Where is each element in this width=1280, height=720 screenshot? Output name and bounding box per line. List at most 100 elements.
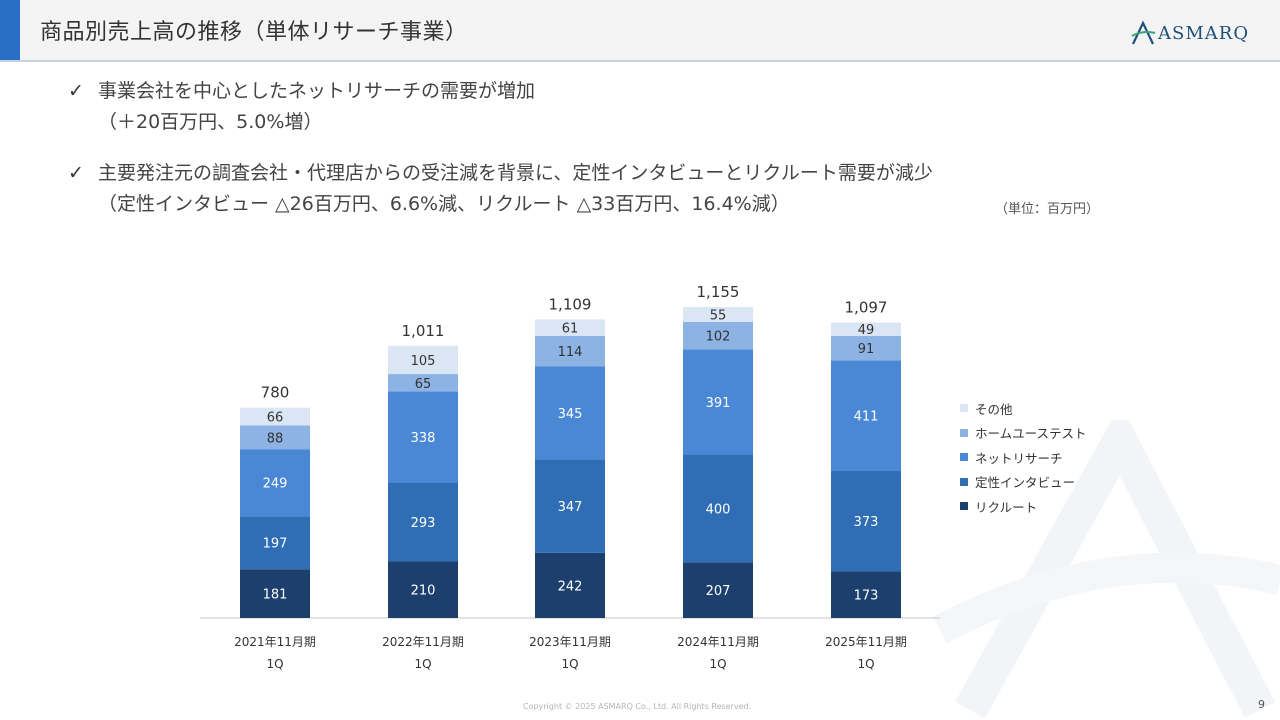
data-label: 66 [267, 411, 284, 426]
bar-segment-5-1 [240, 407, 310, 426]
data-label: 210 [411, 584, 436, 599]
bar-segment-4-4 [683, 321, 753, 350]
check-icon: ✓ [68, 162, 84, 184]
category-label: 1Q [709, 657, 726, 671]
data-label: 105 [411, 354, 436, 369]
bullet-decline: ✓ 主要発注元の調査会社・代理店からの受注減を背景に、定性インタビューとリクルート… [68, 158, 933, 220]
title-accent-bar [0, 0, 20, 60]
logo-text: ASMARQ [1158, 22, 1250, 44]
data-label: 181 [263, 588, 288, 603]
chart-legend: その他ホームユーステスト ネットリサーチ 定性インタビュー リクルート [960, 396, 1087, 519]
data-label: 91 [858, 342, 875, 357]
category-label: 2025年11月期 [825, 635, 907, 649]
data-label: 411 [854, 410, 879, 425]
bar-segment-4-3 [535, 335, 605, 367]
legend-label: ホームユーステスト [975, 426, 1087, 442]
total-label: 1,011 [402, 322, 445, 340]
copyright-text: Copyright © 2025 ASMARQ Co., Ltd. All Ri… [523, 702, 752, 711]
category-label: 2021年11月期 [234, 635, 316, 649]
bar-segment-1-3 [535, 552, 605, 618]
data-label: 391 [706, 396, 731, 411]
total-label: 1,097 [845, 299, 888, 317]
data-label: 55 [710, 308, 727, 323]
bar-segment-1-5 [831, 571, 901, 618]
category-label: 1Q [266, 657, 283, 671]
legend-item: その他 [960, 396, 1087, 421]
bar-segment-3-2 [388, 391, 458, 483]
bar-segment-4-2 [388, 374, 458, 392]
bar-segment-3-4 [683, 349, 753, 455]
category-label: 1Q [857, 657, 874, 671]
legend-swatch [960, 453, 968, 462]
bar-segment-3-5 [831, 360, 901, 471]
total-label: 1,109 [549, 295, 592, 313]
bullet-1-line-2: （＋20百万円、5.0%増） [98, 111, 323, 133]
data-label: 114 [558, 345, 583, 360]
bullet-2-line-2: （定性インタビュー △26百万円、6.6%減、リクルート △33百万円、16.4… [98, 193, 790, 215]
category-label: 1Q [561, 657, 578, 671]
data-label: 88 [267, 431, 284, 446]
bullet-2-line-1: 主要発注元の調査会社・代理店からの受注減を背景に、定性インタビューとリクルート需… [98, 162, 933, 184]
legend-label: ネットリサーチ [975, 450, 1063, 466]
data-label: 242 [558, 579, 583, 594]
total-label: 1,155 [697, 283, 740, 301]
data-label: 347 [558, 500, 583, 515]
bar-segment-5-2 [388, 345, 458, 375]
data-label: 65 [415, 377, 432, 392]
data-label: 249 [263, 477, 288, 492]
page-title: 商品別売上高の推移（単体リサーチ事業） [40, 20, 468, 45]
bar-segment-3-3 [535, 366, 605, 460]
legend-item: ネットリサーチ [960, 445, 1087, 470]
legend-swatch [960, 404, 968, 413]
data-label: 338 [411, 431, 436, 446]
data-label: 197 [263, 537, 288, 552]
bar-segment-2-1 [240, 516, 310, 570]
bar-segment-2-3 [535, 459, 605, 553]
bar-segment-5-4 [683, 307, 753, 322]
data-label: 400 [706, 502, 731, 517]
logo-watermark-icon [932, 420, 1280, 719]
data-label: 207 [706, 584, 731, 599]
bar-segment-3-1 [240, 449, 310, 517]
total-label: 780 [261, 384, 290, 402]
bar-segment-5-5 [831, 322, 901, 336]
bar-segment-1-4 [683, 562, 753, 618]
company-logo: ASMARQ [1130, 20, 1249, 46]
data-label: 173 [854, 589, 879, 604]
bar-segment-4-5 [831, 335, 901, 361]
data-label: 61 [562, 322, 579, 337]
category-label: 1Q [414, 657, 431, 671]
bar-segment-2-5 [831, 470, 901, 572]
legend-swatch [960, 502, 968, 511]
legend-label: その他 [975, 401, 1013, 417]
data-label: 102 [706, 330, 731, 345]
data-label: 293 [411, 516, 436, 531]
asmarq-logo-icon [1131, 20, 1156, 45]
data-label: 345 [558, 407, 583, 422]
bar-segment-2-4 [683, 454, 753, 563]
legend-item: リクルート [960, 494, 1087, 519]
bar-segment-5-3 [535, 319, 605, 336]
page-number: 9 [1258, 698, 1265, 711]
title-bar: 商品別売上高の推移（単体リサーチ事業） ASMARQ [0, 0, 1280, 62]
legend-label: 定性インタビュー [975, 475, 1076, 491]
category-label: 2024年11月期 [677, 635, 759, 649]
category-label: 2022年11月期 [382, 635, 464, 649]
bar-segment-4-1 [240, 425, 310, 450]
bar-segment-2-2 [388, 482, 458, 562]
bar-segment-1-1 [240, 569, 310, 618]
bar-segment-1-2 [388, 561, 458, 618]
data-label: 373 [854, 515, 879, 530]
legend-swatch [960, 477, 968, 486]
legend-item: ホームユーステスト [960, 421, 1087, 446]
unit-label: （単位：百万円） [995, 202, 1100, 217]
category-label: 2023年11月期 [529, 635, 611, 649]
bullet-1-line-1: 事業会社を中心としたネットリサーチの需要が増加 [98, 80, 536, 102]
legend-swatch [960, 428, 968, 437]
data-label: 49 [858, 323, 875, 338]
bullet-net-research: ✓ 事業会社を中心としたネットリサーチの需要が増加 （＋20百万円、5.0%増） [68, 76, 535, 138]
check-icon: ✓ [68, 80, 84, 102]
legend-label: リクルート [975, 499, 1038, 515]
legend-item: 定性インタビュー [960, 470, 1087, 495]
